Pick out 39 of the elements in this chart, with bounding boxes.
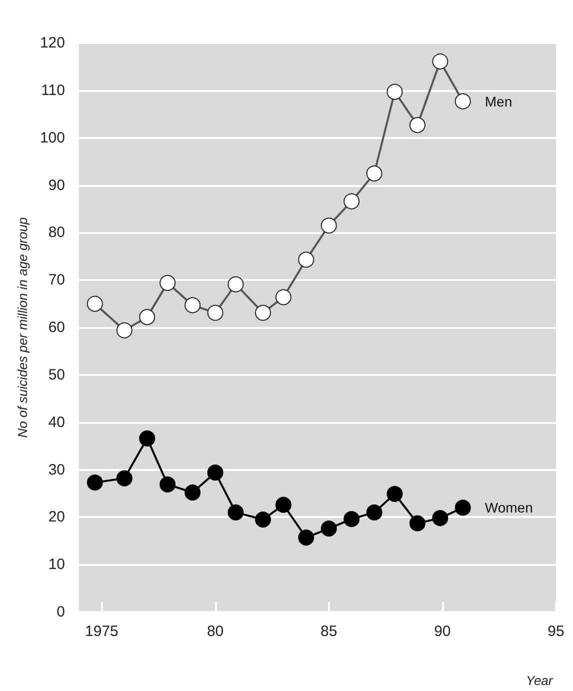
x-tick-label: 80 xyxy=(206,623,224,640)
point xyxy=(344,511,360,528)
x-tick-label: 90 xyxy=(434,623,451,640)
series-label: Women xyxy=(484,500,533,516)
y-tick-label: 90 xyxy=(48,176,65,194)
y-tick-label: 70 xyxy=(48,272,65,289)
point xyxy=(298,530,314,546)
point xyxy=(160,476,176,492)
y-tick-label: 20 xyxy=(48,508,65,526)
x-tick-label: 85 xyxy=(320,623,338,640)
y-tick-label: 30 xyxy=(48,461,65,478)
y-tick-label: 0 xyxy=(56,604,65,620)
y-tick-label: 120 xyxy=(40,34,65,52)
point xyxy=(116,470,132,486)
point xyxy=(255,512,271,528)
series-label: Men xyxy=(484,93,512,110)
y-tick-label: 60 xyxy=(48,319,65,336)
point xyxy=(454,500,471,516)
y-tick-label: 110 xyxy=(41,82,65,99)
point xyxy=(228,504,244,520)
point xyxy=(184,484,201,501)
point xyxy=(366,504,382,520)
point xyxy=(320,520,337,537)
point xyxy=(207,464,224,481)
x-tick-label: 1975 xyxy=(85,623,118,640)
y-tick-label: 100 xyxy=(40,129,65,146)
point xyxy=(409,515,426,532)
y-tick-label: 80 xyxy=(48,224,65,242)
y-tick-label: 50 xyxy=(48,366,65,384)
point xyxy=(139,430,156,446)
x-tick-label: 95 xyxy=(548,623,564,640)
point xyxy=(386,486,403,502)
x-axis-title: Year xyxy=(526,673,554,688)
point xyxy=(432,510,448,526)
y-axis-title: No of suicides per million in age group xyxy=(15,217,30,438)
point xyxy=(86,474,103,491)
y-tick-label: 40 xyxy=(48,414,65,431)
y-tick-label: 10 xyxy=(48,556,65,574)
point xyxy=(275,496,292,513)
